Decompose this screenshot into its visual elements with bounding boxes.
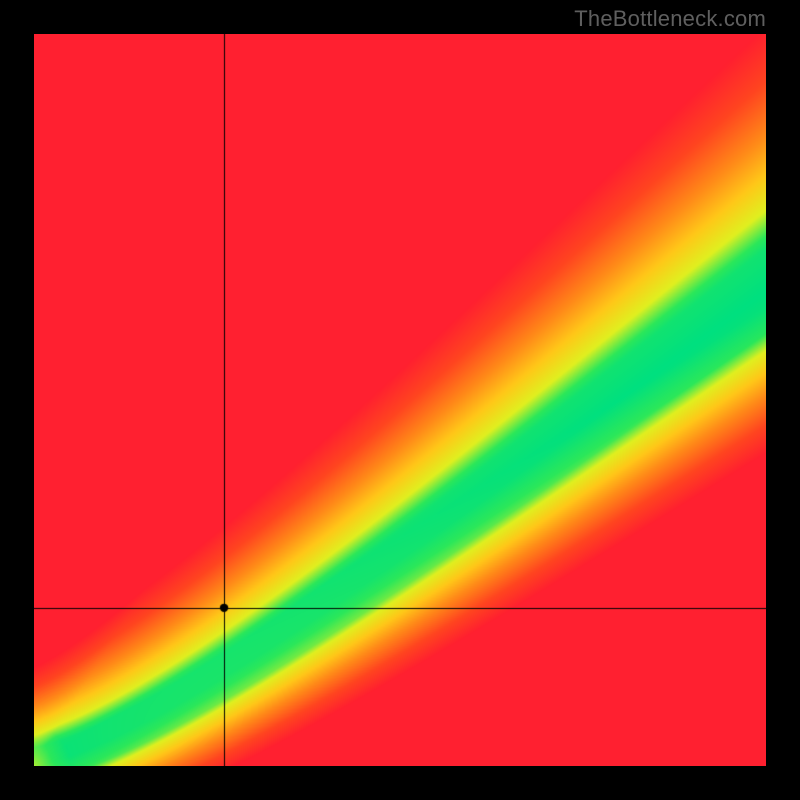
chart-container: TheBottleneck.com <box>0 0 800 800</box>
bottleneck-heatmap <box>34 34 766 766</box>
watermark-text: TheBottleneck.com <box>574 6 766 32</box>
